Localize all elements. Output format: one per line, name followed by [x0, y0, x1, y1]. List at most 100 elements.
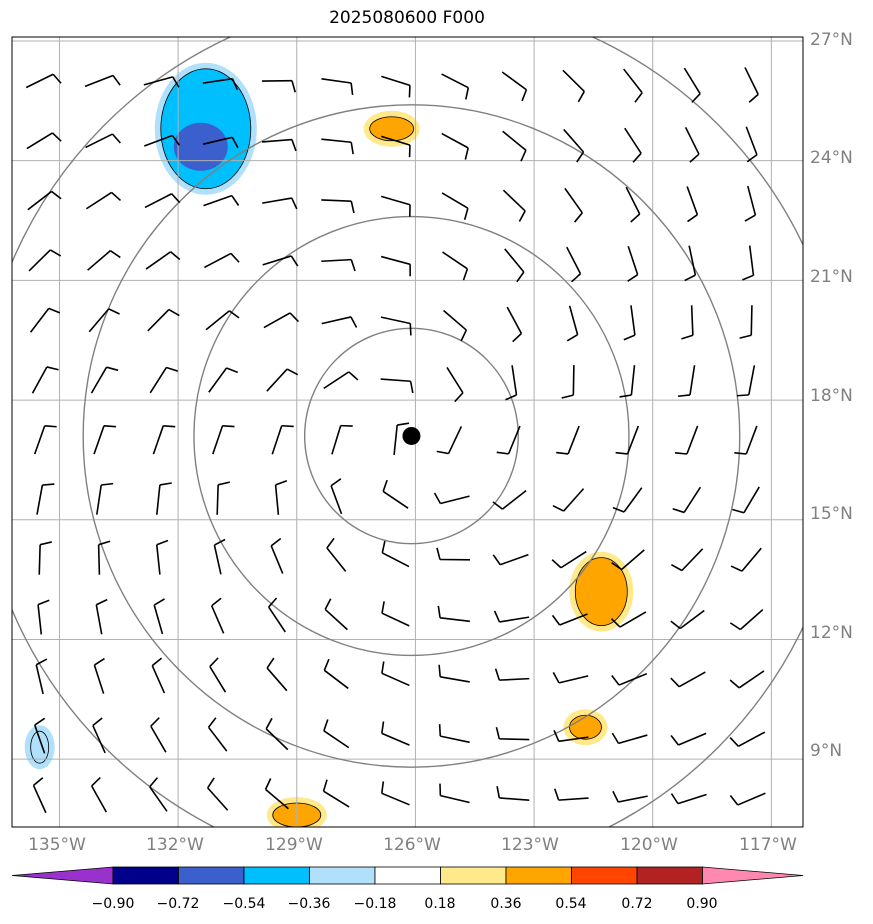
- wind-barb: [552, 671, 589, 684]
- barb-staff: [144, 134, 173, 147]
- barb-staff: [441, 132, 469, 149]
- wind-barb: [505, 365, 518, 401]
- wind-barb: [566, 246, 582, 283]
- wind-barb: [321, 199, 355, 214]
- wind-barb: [208, 367, 238, 393]
- lon-label: 135°W: [28, 835, 86, 855]
- barb-staff: [84, 74, 114, 88]
- barb-feather: [672, 507, 685, 514]
- barb-feather: [670, 735, 680, 746]
- barb-feather: [556, 451, 569, 455]
- colorbar-bin: [571, 866, 638, 885]
- barb-staff: [323, 790, 350, 808]
- barb-feather: [51, 190, 62, 200]
- barb-feather: [268, 597, 278, 608]
- negative-anomaly-w: [30, 730, 50, 764]
- wind-barb: [36, 483, 55, 515]
- barb-staff: [321, 258, 352, 263]
- barb-feather: [462, 268, 469, 281]
- wind-barb: [446, 366, 464, 403]
- wind-barb: [564, 187, 583, 223]
- barb-feather: [744, 214, 756, 222]
- wind-barb: [147, 308, 180, 332]
- positive-anomaly-se: [574, 557, 628, 626]
- barb-feather: [551, 559, 562, 569]
- barb-staff: [381, 612, 410, 627]
- barb-staff: [93, 664, 105, 694]
- barb-feather: [350, 82, 354, 96]
- barb-staff: [439, 616, 470, 623]
- wind-barb: [742, 245, 755, 281]
- lat-label: 24°N: [810, 148, 853, 168]
- barb-staff: [37, 604, 43, 635]
- barb-staff: [507, 425, 521, 455]
- barb-staff: [145, 251, 172, 270]
- barb-staff: [209, 666, 227, 693]
- wind-barb: [212, 424, 235, 455]
- barb-staff: [381, 135, 411, 146]
- wind-barb: [441, 73, 470, 100]
- barb-staff: [738, 670, 765, 689]
- barb-feather: [612, 506, 625, 513]
- barb-feather: [108, 308, 120, 315]
- barb-feather: [231, 78, 239, 90]
- barb-feather: [670, 564, 683, 572]
- barb-staff: [499, 553, 529, 566]
- barb-feather: [291, 139, 297, 152]
- barb-feather: [326, 537, 335, 549]
- colorbar-bin: [374, 866, 441, 885]
- barb-staff: [683, 67, 701, 95]
- barb-staff: [381, 672, 410, 687]
- lon-label: 129°W: [265, 835, 323, 855]
- negative-anomaly-nw-core: [173, 122, 228, 171]
- barb-feather: [397, 422, 410, 426]
- wind-barb: [324, 598, 348, 631]
- barb-staff: [624, 127, 642, 154]
- barb-feather: [612, 790, 619, 803]
- barb-feather: [151, 657, 163, 667]
- barb-feather: [381, 721, 385, 734]
- barb-feather: [44, 425, 57, 428]
- wind-barb: [729, 608, 764, 631]
- wind-barb: [493, 610, 530, 623]
- barb-staff: [678, 732, 707, 746]
- colorbar-bin: [178, 866, 245, 885]
- barb-staff: [677, 793, 707, 805]
- colorbar-tick-label: −0.54: [223, 896, 266, 912]
- barb-staff: [267, 606, 286, 633]
- barb-staff: [560, 550, 587, 569]
- colorbar-bin: [636, 866, 703, 885]
- barb-staff: [93, 425, 105, 455]
- wind-barb: [684, 245, 697, 282]
- wind-barb: [321, 316, 358, 328]
- barb-feather: [92, 717, 103, 727]
- barb-staff: [741, 547, 762, 572]
- barb-staff: [739, 608, 764, 631]
- barb-staff: [747, 185, 757, 216]
- wind-barb: [267, 597, 286, 633]
- barb-staff: [743, 486, 760, 514]
- barb-staff: [502, 130, 527, 151]
- wind-barb: [553, 729, 589, 743]
- wind-barb: [261, 138, 297, 152]
- barb-feather: [52, 73, 62, 84]
- barb-feather: [214, 538, 226, 546]
- wind-barb: [381, 601, 410, 627]
- barb-staff: [566, 246, 582, 275]
- barb-staff: [95, 604, 103, 635]
- colorbar-tick-label: −0.18: [354, 896, 397, 912]
- colorbar-tick-label: −0.36: [288, 896, 331, 912]
- colorbar-bin: [440, 866, 507, 885]
- barb-feather: [350, 316, 358, 328]
- barb-feather: [49, 249, 62, 257]
- barb-staff: [323, 730, 350, 749]
- wind-barb: [209, 657, 227, 693]
- barb-feather: [42, 483, 55, 486]
- barb-staff: [203, 194, 233, 207]
- wind-barb: [684, 126, 700, 163]
- barb-staff: [151, 665, 166, 694]
- barb-staff: [684, 126, 700, 155]
- barb-feather: [159, 482, 172, 486]
- wind-barb: [144, 193, 181, 209]
- barb-staff: [744, 67, 759, 95]
